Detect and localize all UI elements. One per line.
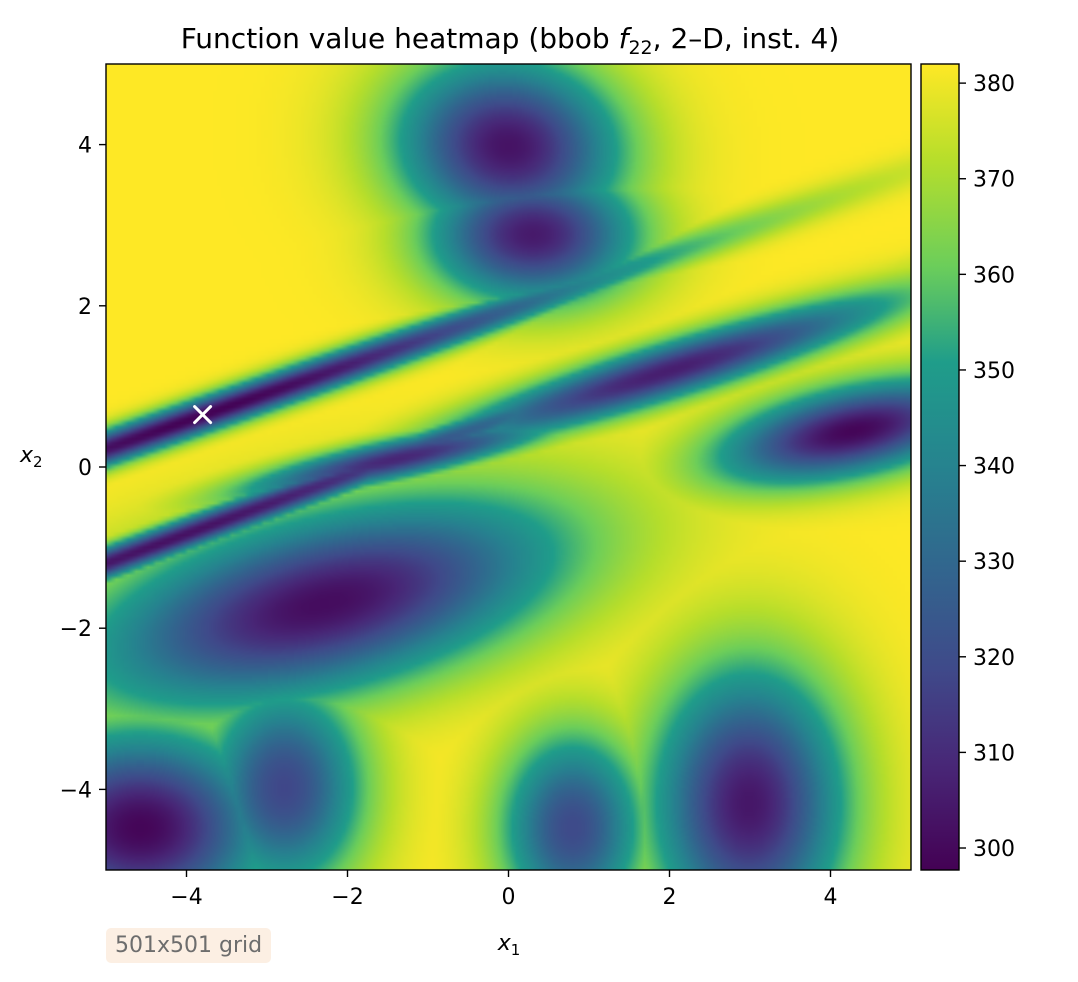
heatmap-image [106,64,911,870]
colorbar-gradient [921,64,959,870]
x-axis-label: x1 [497,931,521,959]
x-tick-label: −4 [170,885,202,910]
chart-title: Function value heatmap (bbob f22, 2–D, i… [181,22,840,59]
x-tick-label: −2 [331,885,363,910]
colorbar-ticks: 300 310 320 330 340 350 360 370 380 [959,72,1015,862]
x-axis-ticks: −4 −2 0 2 4 [170,870,838,910]
y-axis-label: x2 [19,443,43,471]
y-axis-ticks: −4 −2 0 2 4 [60,134,106,803]
y-tick-label: −2 [60,617,92,642]
heatmap-area [106,64,911,870]
colorbar-tick-label: 370 [973,168,1015,193]
y-tick-label: 2 [78,295,92,320]
colorbar-frame [920,63,960,871]
colorbar-tick-label: 360 [973,263,1015,288]
y-tick-label: 4 [78,134,92,159]
optimum-marker [193,405,213,425]
colorbar: 300 310 320 330 340 350 360 370 380 [920,63,1015,871]
colorbar-tick-label: 350 [973,359,1015,384]
colorbar-tick-label: 300 [973,837,1015,862]
colorbar-tick-label: 330 [973,550,1015,575]
colorbar-tick-label: 380 [973,72,1015,97]
colorbar-tick-label: 320 [973,646,1015,671]
y-tick-label: 0 [78,456,92,481]
grid-size-note: 501x501 grid [106,928,272,963]
x-tick-label: 0 [502,885,516,910]
y-tick-label: −4 [60,778,92,803]
colorbar-tick-label: 310 [973,741,1015,766]
x-tick-label: 2 [663,885,677,910]
x-tick-label: 4 [824,885,838,910]
colorbar-tick-label: 340 [973,455,1015,480]
